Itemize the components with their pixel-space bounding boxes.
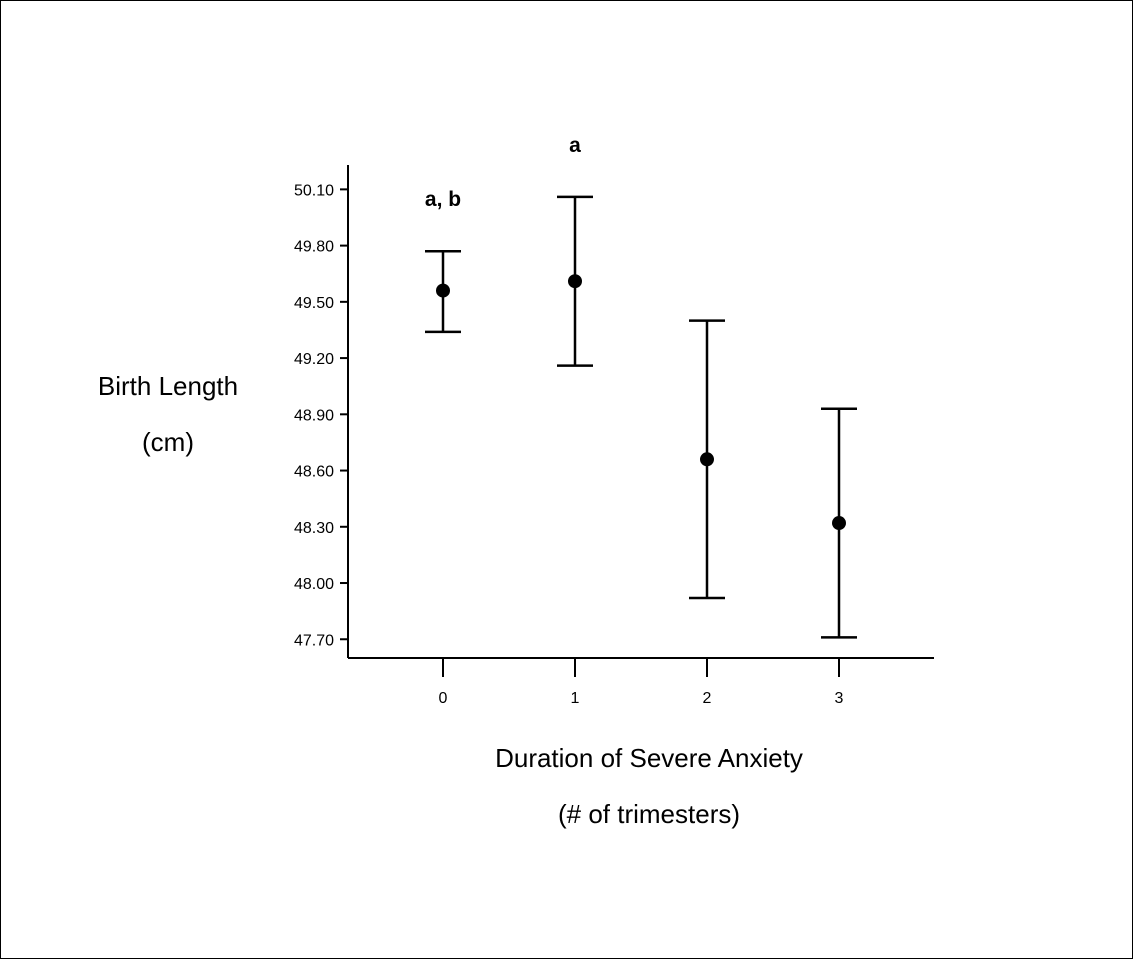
y-tick-label: 47.70 <box>294 632 334 649</box>
y-axis-title-line-2: (cm) <box>142 427 194 457</box>
data-marks: a, b a <box>425 134 857 639</box>
y-tick-label: 48.30 <box>294 520 334 537</box>
x-axis-title-line-1: Duration of Severe Anxiety <box>495 743 803 773</box>
significance-label: a <box>569 134 581 157</box>
x-tick-label: 3 <box>835 690 844 707</box>
y-tick-label: 49.80 <box>294 239 334 256</box>
y-tick-label: 50.10 <box>294 182 334 199</box>
y-tick-label: 49.50 <box>294 295 334 312</box>
mean-point <box>568 274 582 289</box>
x-tick-label: 2 <box>703 690 712 707</box>
y-ticks: 47.70 48.00 48.30 48.60 48.90 49.20 49.50 49.80… <box>294 182 348 649</box>
y-axis-title-line-1: Birth Length <box>98 371 238 401</box>
y-tick-label: 49.20 <box>294 351 334 368</box>
x-tick-label: 0 <box>439 690 448 707</box>
x-tick-label: 1 <box>571 690 580 707</box>
y-tick-label: 48.90 <box>294 407 334 424</box>
mean-point <box>832 516 846 531</box>
mean-point <box>700 452 714 467</box>
mean-point <box>436 283 450 298</box>
x-ticks: 0 1 2 3 <box>439 658 844 707</box>
significance-label: a, b <box>425 188 461 211</box>
y-tick-label: 48.00 <box>294 576 334 593</box>
y-tick-label: 48.60 <box>294 464 334 481</box>
x-axis-title-line-2: (# of trimesters) <box>558 799 740 829</box>
